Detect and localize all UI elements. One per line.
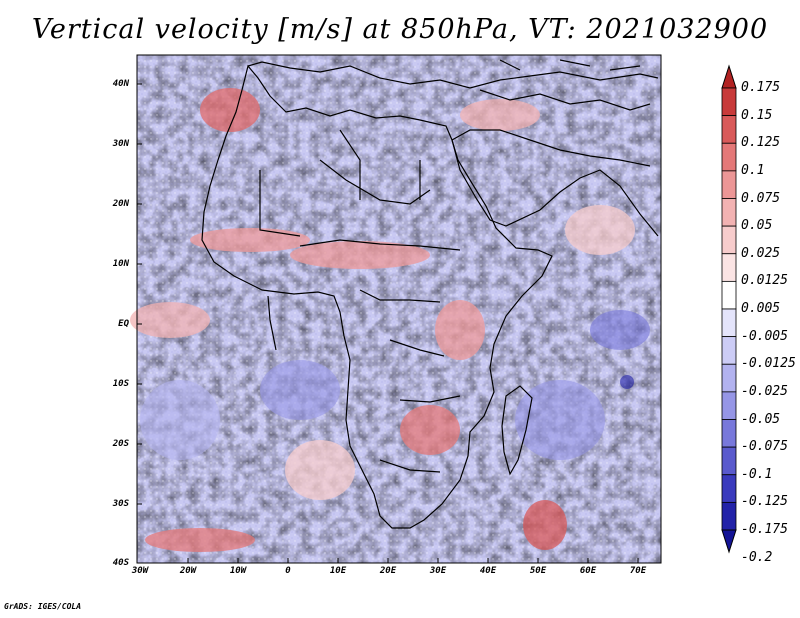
colorbar-label: -0.125 [741, 494, 788, 510]
colorbar-label: -0.075 [741, 439, 788, 455]
colorbar-swatch [721, 446, 737, 476]
lat-label-30s: 30S [112, 499, 129, 509]
lon-label-20w: 20W [179, 566, 197, 576]
colorbar-swatch [721, 198, 737, 227]
lon-label-30w: 30W [131, 566, 149, 576]
map-title: Vertical velocity [m/s] at 850hPa, VT: 2… [31, 14, 769, 45]
colorbar-label: -0.1 [741, 466, 773, 482]
colorbar-swatch [721, 142, 737, 172]
lon-label-0: 0 [285, 566, 291, 576]
lat-label-40s: 40S [112, 558, 129, 568]
colorbar-swatch [721, 419, 737, 448]
colorbar-label: -0.175 [741, 522, 788, 537]
colorbar-label: -0.025 [741, 383, 788, 399]
colorbar-swatch-bottom [721, 529, 737, 554]
map-frame [136, 54, 662, 564]
colorbar-swatch [721, 170, 737, 199]
lon-label-10w: 10W [229, 566, 247, 576]
colorbar-swatch [721, 336, 737, 365]
lon-label-10e: 10E [329, 566, 347, 576]
lat-label-eq: EQ [118, 319, 129, 329]
colorbar-label: 0.15 [741, 107, 773, 123]
lon-label-50e: 50E [529, 566, 547, 576]
colorbar-label: -0.2 [741, 549, 773, 565]
tick-marks [137, 83, 639, 563]
colorbar-label: -0.05 [741, 411, 781, 427]
colorbar-swatch [721, 87, 737, 117]
colorbar-label: 0.05 [741, 218, 773, 234]
colorbar-swatch [721, 280, 737, 310]
colorbar-label: 0.075 [741, 190, 781, 206]
lon-label-60e: 60E [579, 566, 597, 576]
colorbar-label: -0.0125 [741, 356, 796, 372]
colorbar-swatch [721, 501, 737, 531]
coastlines [201, 59, 659, 529]
lat-label-20s: 20S [112, 439, 129, 449]
colorbar-swatch [721, 391, 737, 420]
colorbar-label: 0.025 [741, 245, 781, 261]
velocity-field [130, 55, 661, 563]
colorbar-swatch [721, 308, 737, 338]
lon-label-70e: 70E [629, 566, 647, 576]
colorbar-swatch [721, 225, 737, 255]
colorbar-label: 0.125 [741, 135, 781, 151]
colorbar-swatch [721, 363, 737, 393]
lat-label-30n: 30N [112, 139, 129, 149]
lon-label-20e: 20E [379, 566, 397, 576]
lon-label-40e: 40E [479, 566, 497, 576]
colorbar [721, 64, 737, 554]
colorbar-swatch [721, 253, 737, 282]
lon-label-30e: 30E [429, 566, 447, 576]
colorbar-label: 0.0125 [741, 273, 788, 289]
colorbar-label: 0.005 [741, 301, 781, 316]
colorbar-label: 0.1 [741, 162, 765, 178]
colorbar-swatch [721, 474, 737, 503]
colorbar-swatch-top [721, 64, 737, 89]
colorbar-label: 0.175 [741, 80, 781, 95]
lat-label-10s: 10S [112, 379, 129, 389]
grads-credit: GrADS: IGES/COLA [4, 602, 82, 611]
colorbar-swatch [721, 115, 737, 144]
colorbar-label: -0.005 [741, 328, 788, 344]
lat-label-20n: 20N [112, 199, 129, 209]
lat-label-40n: 40N [112, 79, 129, 89]
lat-label-10n: 10N [112, 259, 129, 269]
